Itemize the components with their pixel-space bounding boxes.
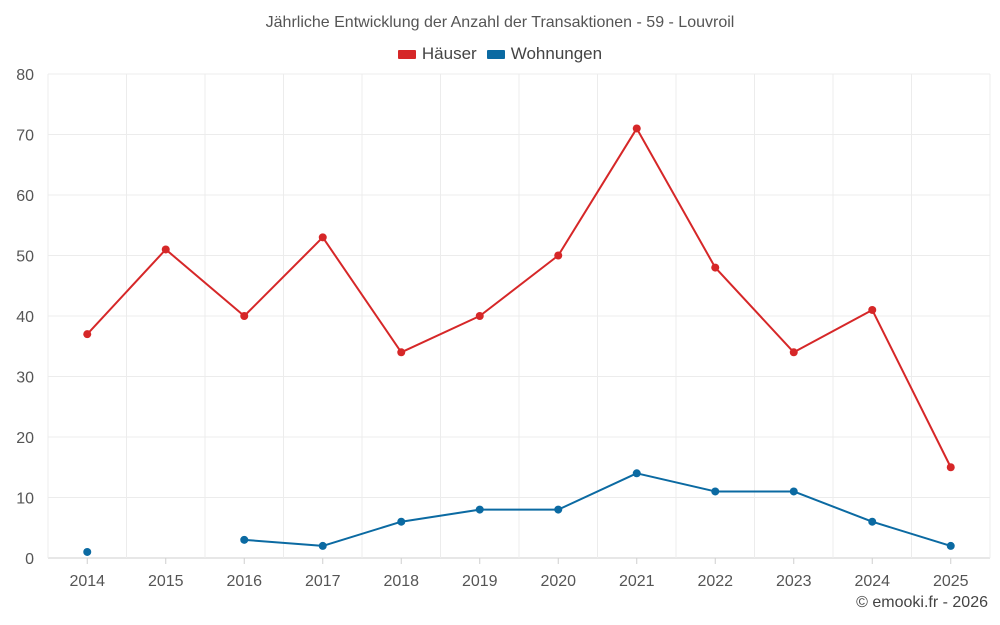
data-point-haeuser	[789, 348, 798, 357]
data-point-wohnungen	[83, 547, 92, 556]
data-point-wohnungen	[868, 517, 877, 526]
x-tick-label: 2025	[933, 573, 969, 590]
data-point-haeuser	[632, 124, 641, 133]
data-point-haeuser	[711, 263, 720, 272]
data-point-wohnungen	[475, 505, 484, 514]
data-point-wohnungen	[318, 541, 327, 550]
x-tick-label: 2017	[305, 573, 341, 590]
x-tick-label: 2018	[383, 573, 419, 590]
x-tick-label: 2016	[226, 573, 262, 590]
x-tick-label: 2015	[148, 573, 184, 590]
legend: Häuser Wohnungen	[0, 44, 1000, 64]
legend-label-haeuser: Häuser	[421, 44, 477, 63]
data-point-haeuser	[397, 348, 406, 357]
series-line-wohnungen	[244, 472, 952, 547]
legend-label-wohnungen: Wohnungen	[510, 44, 603, 63]
y-tick-label: 70	[16, 128, 34, 145]
data-point-wohnungen	[632, 469, 641, 478]
x-tick-label: 2024	[854, 573, 890, 590]
x-tick-label: 2021	[619, 573, 655, 590]
y-tick-label: 50	[16, 249, 34, 266]
data-point-haeuser	[161, 245, 170, 254]
y-tick-label: 40	[16, 309, 34, 326]
data-point-haeuser	[946, 463, 955, 472]
data-point-haeuser	[554, 251, 563, 260]
data-point-haeuser	[868, 305, 877, 314]
data-point-wohnungen	[711, 487, 720, 496]
x-tick-label: 2023	[776, 573, 812, 590]
data-point-wohnungen	[789, 487, 798, 496]
data-point-wohnungen	[946, 541, 955, 550]
chart-title: Jährliche Entwicklung der Anzahl der Tra…	[265, 14, 735, 31]
y-tick-label: 30	[16, 370, 34, 387]
legend-item-haeuser[interactable]: Häuser	[397, 44, 477, 64]
x-tick-label: 2020	[540, 573, 576, 590]
series-line-haeuser	[86, 127, 952, 468]
data-point-haeuser	[83, 330, 92, 339]
y-tick-label: 0	[25, 551, 34, 568]
y-tick-label: 60	[16, 188, 34, 205]
data-point-wohnungen	[554, 505, 563, 514]
legend-swatch-wohnungen	[486, 49, 505, 59]
x-tick-label: 2019	[462, 573, 498, 590]
data-point-haeuser	[240, 312, 249, 320]
y-tick-label: 10	[16, 491, 34, 508]
data-point-haeuser	[318, 233, 327, 242]
x-tick-label: 2022	[697, 573, 733, 590]
credit-text: © emooki.fr - 2026	[856, 594, 988, 611]
data-point-haeuser	[475, 312, 484, 320]
data-point-wohnungen	[397, 517, 406, 526]
legend-item-wohnungen[interactable]: Wohnungen	[486, 44, 603, 64]
legend-swatch-haeuser	[397, 49, 416, 59]
x-tick-label: 2014	[69, 573, 105, 590]
data-point-wohnungen	[240, 535, 249, 544]
y-tick-label: 80	[16, 67, 34, 84]
y-tick-label: 20	[16, 430, 34, 447]
